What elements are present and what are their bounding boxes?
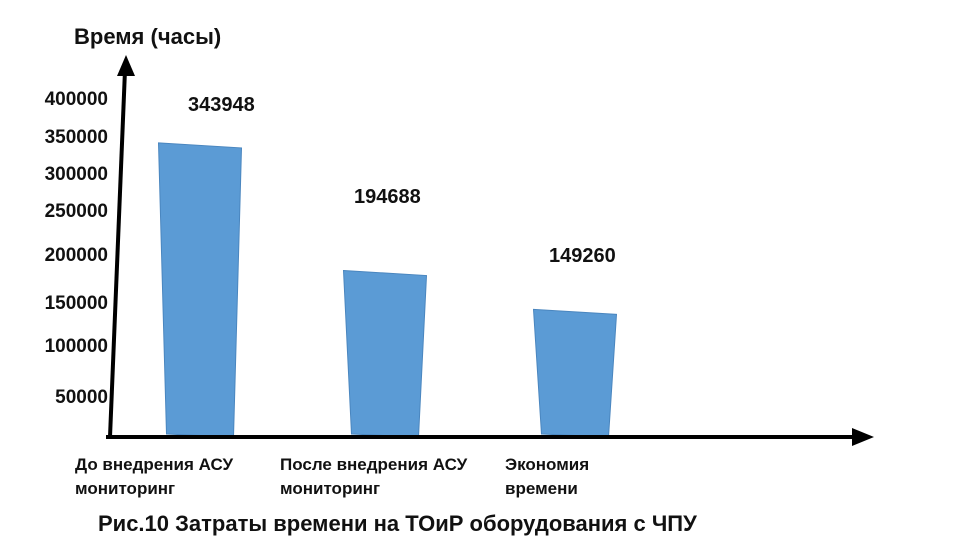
x-category-label: До внедрения АСУ xyxy=(75,455,233,474)
x-category-label: времени xyxy=(505,479,578,498)
bars-layer xyxy=(157,142,618,438)
bar xyxy=(157,142,243,438)
x-category-label: Экономия xyxy=(505,455,589,474)
bar xyxy=(532,308,618,438)
x-category-labels: До внедрения АСУ мониторинг После внедрени… xyxy=(75,455,589,498)
x-category-label: мониторинг xyxy=(75,479,175,498)
y-axis-arrowhead xyxy=(117,55,135,76)
data-label: 194688 xyxy=(354,186,421,208)
y-tick-label: 250000 xyxy=(45,201,108,222)
x-axis-arrowhead xyxy=(852,428,874,446)
y-axis-line xyxy=(108,69,127,438)
data-label: 149260 xyxy=(549,245,616,267)
x-category-label: После внедрения АСУ xyxy=(280,455,468,474)
bar xyxy=(342,270,428,438)
y-tick-label: 200000 xyxy=(45,245,108,266)
y-tick-label: 50000 xyxy=(55,387,108,408)
y-tick-label: 400000 xyxy=(45,89,108,110)
data-label: 343948 xyxy=(188,94,255,116)
y-tick-labels: 50000 100000 150000 200000 250000 300000 35000… xyxy=(45,89,108,408)
x-category-label: мониторинг xyxy=(280,479,380,498)
y-axis-title: Время (часы) xyxy=(74,24,221,49)
y-tick-label: 350000 xyxy=(45,127,108,148)
figure-caption: Рис.10 Затраты времени на ТОиР оборудова… xyxy=(98,511,697,536)
data-labels: 343948 194688 149260 xyxy=(188,94,616,267)
y-tick-label: 100000 xyxy=(45,336,108,357)
y-tick-label: 300000 xyxy=(45,164,108,185)
y-tick-label: 150000 xyxy=(45,293,108,314)
